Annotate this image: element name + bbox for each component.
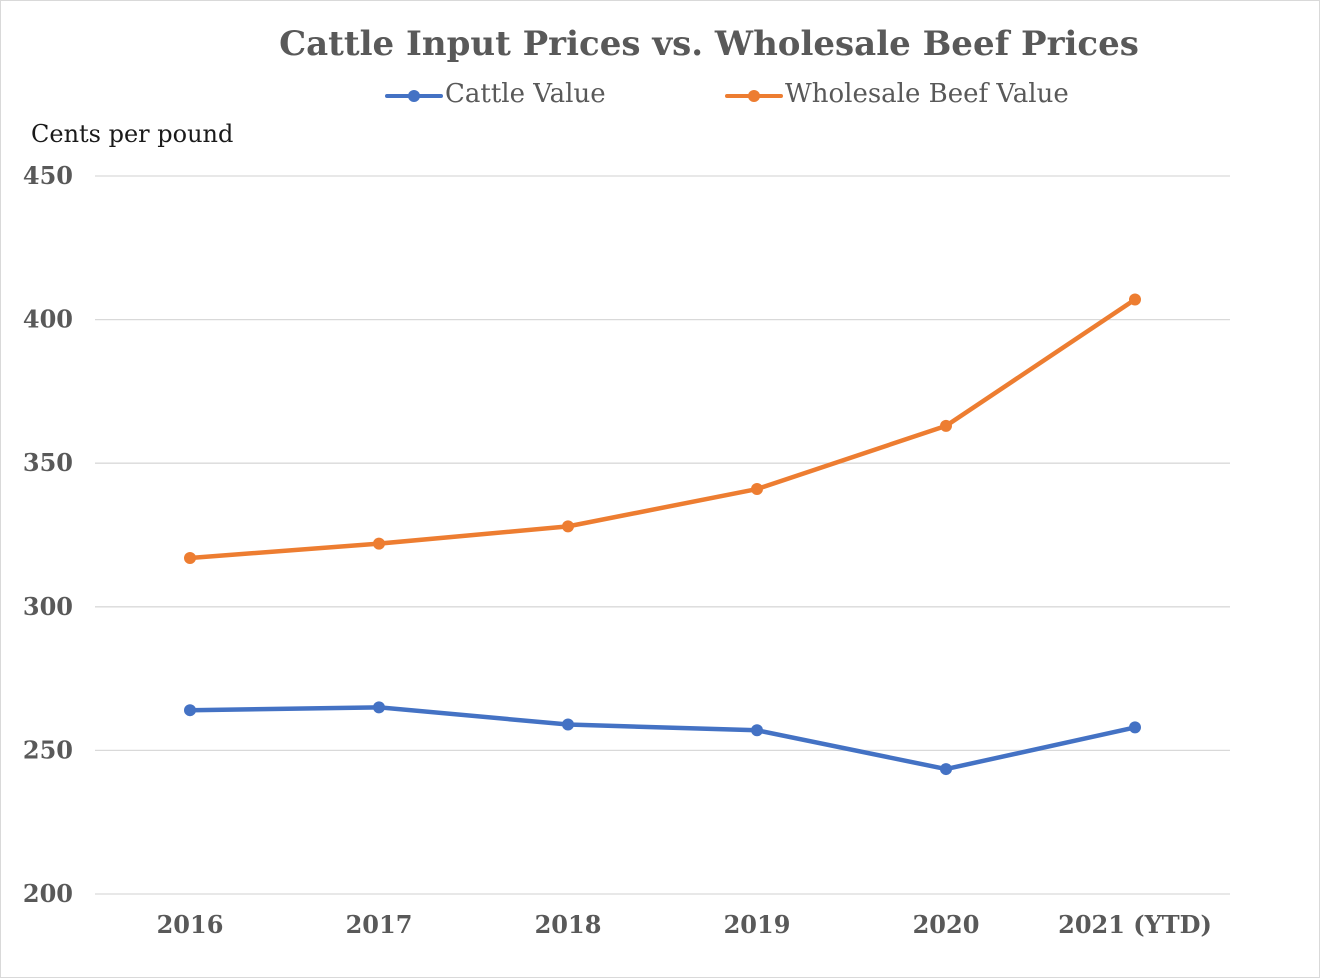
y-axis-unit-label: Cents per pound [31, 120, 233, 148]
gridlines [95, 175, 1230, 895]
data-point-cattle-value-2021-ytd [1129, 721, 1141, 734]
data-point-wholesale-beef-value-2019 [751, 483, 763, 496]
data-point-cattle-value-2020 [940, 763, 952, 776]
series-wholesale-beef-value [184, 293, 1141, 564]
legend-label-cattle-value: Cattle Value [445, 79, 606, 109]
x-tick-label-2019: 2019 [724, 910, 791, 939]
x-tick-label-2020: 2020 [913, 910, 980, 939]
x-tick-label-2021-ytd: 2021 (YTD) [1058, 910, 1212, 939]
data-point-wholesale-beef-value-2018 [562, 520, 574, 533]
legend-label-wholesale-beef-value: Wholesale Beef Value [785, 79, 1069, 109]
data-point-cattle-value-2017 [373, 701, 385, 714]
x-tick-label-2016: 2016 [157, 910, 224, 939]
data-point-cattle-value-2019 [751, 724, 763, 737]
data-point-cattle-value-2018 [562, 718, 574, 731]
x-axis-ticks: 2016 2017 2018 2019 2020 2021 (YTD) [157, 910, 1212, 939]
y-axis-ticks: 200 250 300 350 400 450 [23, 161, 73, 908]
y-tick-label-400: 400 [23, 305, 73, 334]
y-tick-label-450: 450 [23, 161, 73, 190]
y-tick-label-300: 300 [23, 592, 73, 621]
chart-title: Cattle Input Prices vs. Wholesale Beef P… [279, 24, 1139, 64]
series-layer [184, 293, 1141, 776]
series-line-cattle-value [187, 705, 1138, 772]
y-tick-label-350: 350 [23, 448, 73, 477]
data-point-wholesale-beef-value-2017 [373, 537, 385, 550]
x-tick-label-2017: 2017 [346, 910, 413, 939]
series-line-wholesale-beef-value [187, 297, 1138, 561]
y-tick-label-250: 250 [23, 735, 73, 764]
data-point-wholesale-beef-value-2020 [940, 419, 952, 432]
y-tick-label-200: 200 [23, 879, 73, 908]
data-point-cattle-value-2016 [184, 704, 196, 717]
legend-marker-cattle-value [408, 90, 420, 102]
x-tick-label-2018: 2018 [535, 910, 602, 939]
legend-marker-wholesale-beef-value [748, 90, 760, 102]
series-cattle-value [184, 701, 1141, 776]
data-point-wholesale-beef-value-2021-ytd [1129, 293, 1141, 306]
data-point-wholesale-beef-value-2016 [184, 551, 196, 564]
legend: Cattle Value Wholesale Beef Value [385, 79, 1069, 109]
